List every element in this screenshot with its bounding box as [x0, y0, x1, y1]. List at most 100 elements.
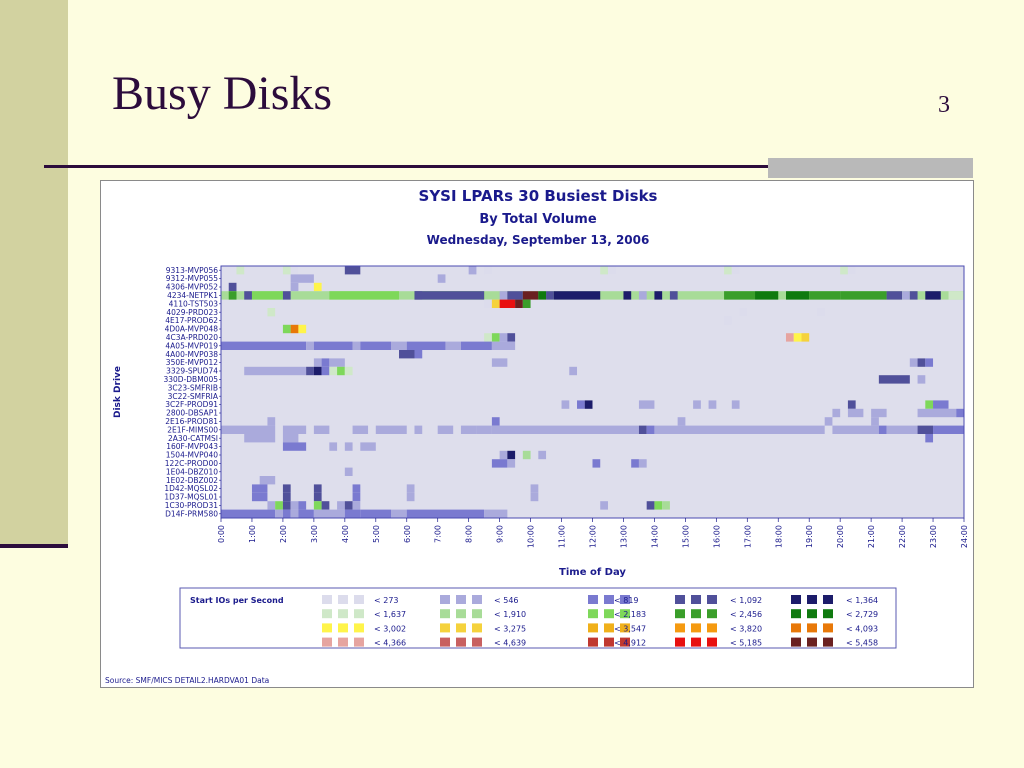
legend-label: < 3,275 — [494, 624, 526, 633]
heatmap-cell — [321, 366, 330, 376]
legend-swatch — [707, 637, 717, 647]
heatmap-cell — [221, 266, 964, 275]
y-tick-label: 4D0A-MVP048 — [165, 325, 219, 334]
heatmap-cell — [491, 459, 508, 468]
heatmap-cell — [724, 316, 732, 325]
heatmap-cell — [360, 509, 392, 518]
heatmap-cell — [902, 291, 910, 300]
x-tick-label: 1:00 — [248, 525, 257, 543]
legend-swatch — [791, 623, 801, 633]
heatmap-cell — [909, 358, 918, 367]
heatmap-cell — [399, 350, 415, 359]
legend-swatch — [456, 595, 466, 604]
x-tick-label: 10:00 — [527, 525, 536, 548]
heatmap-cell — [631, 459, 639, 468]
chart-date-line: Wednesday, September 13, 2006 — [427, 233, 650, 247]
legend-label: < 273 — [374, 596, 399, 605]
heatmap-cell — [267, 501, 276, 510]
legend-swatch — [472, 623, 482, 633]
legend-swatch — [472, 637, 482, 647]
x-tick-label: 7:00 — [434, 525, 443, 543]
heatmap-cell — [437, 425, 454, 434]
x-tick-label: 0:00 — [217, 525, 226, 543]
heatmap-cell — [886, 291, 903, 300]
legend-swatch — [440, 623, 450, 633]
legend-title: Start IOs per Second — [190, 596, 284, 605]
legend-swatch — [338, 595, 348, 604]
heatmap-cell — [321, 358, 330, 367]
x-tick-label: 6:00 — [403, 525, 412, 543]
legend-swatch — [691, 609, 701, 619]
heatmap-cell — [507, 459, 516, 468]
heatmap-cell — [600, 501, 608, 510]
heatmap-cell — [313, 358, 322, 367]
heatmap-cell — [499, 450, 508, 460]
y-tick-label: 9313-MVP056 — [166, 266, 218, 275]
heatmap-cell — [391, 509, 407, 518]
heatmap-cell — [244, 434, 276, 443]
legend-swatch — [791, 637, 801, 647]
heatmap-cell — [267, 417, 276, 426]
heatmap-cell — [329, 366, 338, 376]
y-tick-label: 1E04-DBZ010 — [166, 467, 218, 476]
y-tick-label: 4C3A-PRD020 — [166, 333, 219, 342]
heatmap-cell — [414, 350, 423, 359]
heatmap-cell — [344, 266, 361, 275]
legend-label: < 1,637 — [374, 610, 406, 619]
heatmap-cell — [662, 501, 670, 510]
y-tick-label: 4029-PRD023 — [166, 308, 218, 317]
heatmap-cell — [925, 358, 934, 367]
heatmap-cell — [221, 341, 307, 350]
heatmap-cell — [933, 400, 949, 409]
heatmap-cell — [352, 341, 361, 350]
heatmap-cell — [515, 299, 523, 308]
heatmap-cell — [344, 501, 353, 510]
heatmap-cell — [724, 266, 732, 275]
heatmap-cell — [491, 425, 639, 434]
x-tick-label: 17:00 — [743, 525, 752, 548]
legend-swatch — [620, 623, 630, 633]
heatmap-cell — [847, 266, 856, 275]
heatmap-cell — [925, 400, 934, 409]
legend-label: < 2,729 — [846, 610, 878, 619]
heatmap-cell — [646, 501, 655, 510]
x-tick-label: 13:00 — [619, 525, 628, 548]
heatmap-cell — [731, 266, 740, 275]
legend-swatch — [791, 609, 801, 619]
y-tick-label: 3C23-SMFRIB — [168, 383, 218, 392]
heatmap-cell — [313, 484, 322, 493]
legend-swatch — [440, 609, 450, 619]
heatmap-cell — [925, 291, 941, 300]
heatmap-cell — [956, 408, 964, 418]
heatmap-cell — [724, 291, 756, 300]
x-tick-label: 2:00 — [279, 525, 288, 543]
x-tick-label: 24:00 — [960, 525, 969, 548]
legend-swatch — [675, 623, 685, 633]
heatmap-cell — [491, 341, 516, 350]
heatmap-cell — [793, 333, 802, 342]
legend-swatch — [691, 637, 701, 647]
heatmap-cell — [530, 484, 539, 493]
heatmap-cell — [909, 291, 918, 300]
legend-swatch — [807, 623, 817, 633]
heatmap-cell — [499, 291, 508, 300]
heatmap-cell — [282, 324, 291, 334]
heatmap-cell — [522, 291, 539, 300]
heatmap-cell — [313, 492, 322, 502]
heatmap-cell — [708, 400, 717, 409]
y-tick-label: 330D-DBM005 — [163, 375, 218, 384]
title-rule — [44, 165, 770, 168]
heatmap-cell — [406, 492, 415, 502]
heatmap-cell — [878, 425, 887, 434]
heatmap-cell — [569, 366, 578, 376]
heatmap-cell — [491, 358, 508, 367]
heatmap-cell — [267, 308, 276, 317]
legend-swatch — [823, 623, 833, 633]
heatmap-cell — [244, 291, 252, 300]
heatmap-cell — [282, 434, 299, 443]
legend-swatch — [456, 637, 466, 647]
legend-swatch — [791, 595, 801, 604]
x-tick-label: 21:00 — [867, 525, 876, 548]
heatmap-cell — [832, 425, 879, 434]
legend-swatch — [707, 609, 717, 619]
